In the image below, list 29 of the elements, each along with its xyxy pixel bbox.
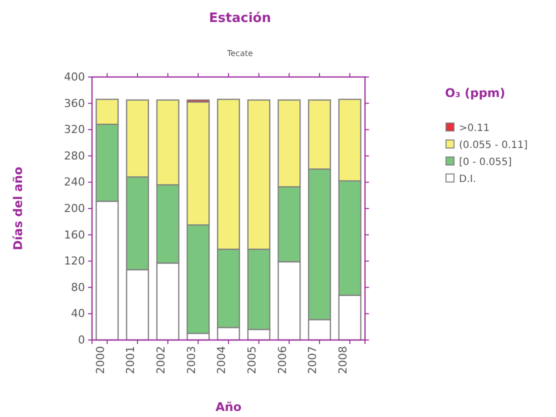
chart-title: Estación [209,11,271,26]
y-tick-label: 80 [71,280,85,294]
y-tick-label: 200 [64,202,85,216]
legend-label: [0 - 0.055] [459,157,512,168]
y-tick-label: 160 [64,228,85,242]
y-axis-title: Días del año [11,166,25,250]
legend-label: (0.055 - 0.11] [459,140,528,151]
y-tick-label: 400 [64,70,85,84]
x-axis-title: Año [215,400,242,414]
y-tick-label: 40 [71,307,85,320]
x-tick-label: 2007 [306,346,320,374]
y-tick-label: 240 [64,176,85,189]
legend-title: O₃ (ppm) [445,86,506,100]
x-tick-label: 2004 [215,346,228,374]
x-tick-label: 2000 [94,346,107,374]
x-tick-label: 2001 [124,346,138,374]
legend-label: D.I. [459,174,476,185]
x-tick-label: 2003 [184,346,198,374]
x-tick-label: 2005 [246,346,259,374]
chart-subtitle: Tecate [226,49,253,58]
y-tick-label: 0 [78,334,85,347]
y-tick-label: 320 [64,123,85,136]
y-tick-label: 280 [64,149,85,162]
y-tick-label: 360 [64,96,85,110]
x-tick-label: 2008 [336,346,350,374]
legend-label: >0.11 [459,123,490,134]
x-tick-label: 2006 [276,346,289,374]
x-tick-label: 2002 [154,346,168,374]
y-tick-label: 120 [64,254,85,268]
